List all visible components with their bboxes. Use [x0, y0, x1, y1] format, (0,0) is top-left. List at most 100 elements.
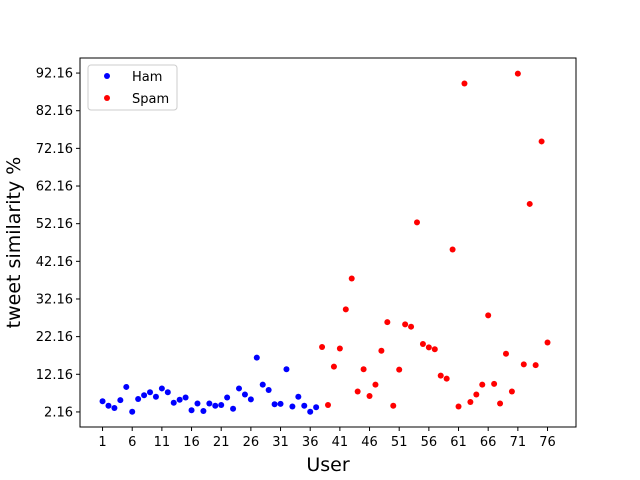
- data-point-spam-32: [502, 350, 509, 357]
- data-point-spam-36: [526, 200, 533, 207]
- data-point-ham-3: [111, 405, 118, 412]
- x-tick-label: 31: [272, 435, 289, 450]
- y-tick-label: 2.16: [44, 405, 73, 420]
- x-tick-label: 11: [154, 435, 171, 450]
- data-point-spam-23: [449, 246, 456, 253]
- data-point-ham-23: [230, 405, 237, 412]
- data-point-spam-28: [479, 381, 486, 388]
- data-points: [99, 70, 551, 415]
- y-tick-label: 12.16: [36, 368, 73, 383]
- data-point-ham-7: [135, 395, 142, 402]
- y-tick-label: 32.16: [36, 292, 73, 307]
- data-point-spam-10: [372, 381, 379, 388]
- data-point-ham-27: [253, 354, 260, 361]
- data-point-spam-14: [396, 366, 403, 373]
- data-point-ham-28: [259, 381, 266, 388]
- x-tick-label: 21: [213, 435, 230, 450]
- data-point-ham-17: [194, 400, 201, 407]
- data-point-ham-8: [141, 392, 148, 399]
- legend-marker-ham: [104, 73, 110, 79]
- x-tick-label: 71: [510, 435, 527, 450]
- data-point-spam-11: [378, 347, 385, 354]
- data-point-spam-6: [348, 275, 355, 282]
- data-point-spam-1: [319, 344, 326, 351]
- data-point-ham-36: [307, 408, 314, 415]
- x-tick-label: 6: [128, 435, 136, 450]
- x-tick-label: 46: [361, 435, 378, 450]
- y-axis-label: tweet similarity %: [3, 157, 25, 329]
- data-point-ham-34: [295, 393, 302, 400]
- x-tick-label: 51: [391, 435, 408, 450]
- data-point-ham-18: [200, 408, 207, 415]
- data-point-spam-7: [354, 388, 361, 395]
- data-point-ham-37: [313, 404, 320, 411]
- legend-box: [87, 64, 178, 111]
- data-point-spam-4: [336, 345, 343, 352]
- legend-label-spam: Spam: [132, 92, 169, 107]
- data-point-ham-29: [265, 386, 272, 393]
- x-tick-label: 56: [421, 435, 438, 450]
- data-point-ham-30: [271, 401, 278, 408]
- data-point-spam-26: [467, 399, 474, 405]
- data-point-spam-8: [360, 366, 367, 373]
- x-tick-label: 76: [539, 435, 556, 450]
- data-point-spam-3: [330, 363, 337, 370]
- data-point-spam-35: [520, 361, 527, 368]
- data-point-spam-5: [342, 306, 349, 313]
- x-tick-label: 1: [98, 435, 106, 450]
- x-tick-label: 41: [332, 435, 349, 450]
- data-point-ham-16: [188, 407, 195, 414]
- data-point-spam-39: [544, 339, 551, 346]
- data-point-spam-9: [366, 392, 373, 399]
- y-tick-label: 22.16: [36, 330, 73, 345]
- data-point-ham-33: [289, 403, 296, 410]
- data-point-ham-22: [224, 394, 231, 401]
- y-tick-label: 82.16: [36, 104, 73, 119]
- data-point-ham-4: [117, 397, 124, 404]
- y-tick-label: 42.16: [36, 255, 73, 270]
- data-point-ham-31: [277, 400, 284, 407]
- data-point-ham-12: [164, 389, 171, 396]
- x-tick-label: 16: [183, 435, 200, 450]
- data-point-spam-22: [443, 375, 450, 382]
- data-point-ham-9: [147, 389, 154, 396]
- data-point-ham-13: [170, 399, 177, 406]
- data-point-ham-15: [182, 394, 189, 401]
- data-point-ham-20: [212, 402, 219, 409]
- plot-area: [79, 57, 577, 428]
- data-point-spam-38: [538, 138, 545, 145]
- data-point-spam-17: [414, 219, 420, 226]
- data-point-spam-15: [402, 321, 409, 328]
- data-point-spam-34: [514, 70, 521, 77]
- data-point-spam-21: [437, 372, 444, 379]
- y-tick-label: 92.16: [36, 67, 73, 82]
- data-point-ham-1: [99, 398, 106, 405]
- x-tick-label: 66: [480, 435, 497, 450]
- data-point-spam-30: [491, 380, 498, 387]
- legend: Ham Spam: [87, 64, 178, 111]
- data-point-spam-33: [508, 388, 515, 395]
- data-point-spam-20: [431, 346, 438, 353]
- y-tick-label: 52.16: [36, 217, 73, 232]
- y-tick-label: 62.16: [36, 180, 73, 195]
- data-point-ham-10: [152, 393, 159, 400]
- data-point-ham-6: [129, 408, 136, 415]
- y-axis: 2.16 12.16 22.16 32.16 42.16 52.16 62.16 72.16 8…: [36, 67, 80, 420]
- data-point-spam-13: [390, 402, 397, 409]
- legend-label-ham: Ham: [132, 70, 162, 85]
- data-point-spam-12: [384, 319, 391, 326]
- data-point-spam-24: [455, 403, 462, 410]
- data-point-spam-27: [473, 391, 480, 398]
- x-axis: 1 6 11 16 21 26 31 36 41 46 51 56 61 66 71 76: [98, 427, 556, 450]
- x-tick-label: 26: [243, 435, 260, 450]
- data-point-spam-16: [408, 323, 415, 330]
- y-tick-label: 72.16: [36, 142, 73, 157]
- x-tick-label: 36: [302, 435, 319, 450]
- data-point-spam-29: [485, 312, 492, 319]
- data-point-spam-37: [532, 362, 539, 369]
- data-point-spam-25: [461, 80, 468, 87]
- data-point-ham-11: [158, 385, 165, 392]
- data-point-ham-24: [236, 385, 242, 392]
- data-point-ham-2: [105, 402, 112, 409]
